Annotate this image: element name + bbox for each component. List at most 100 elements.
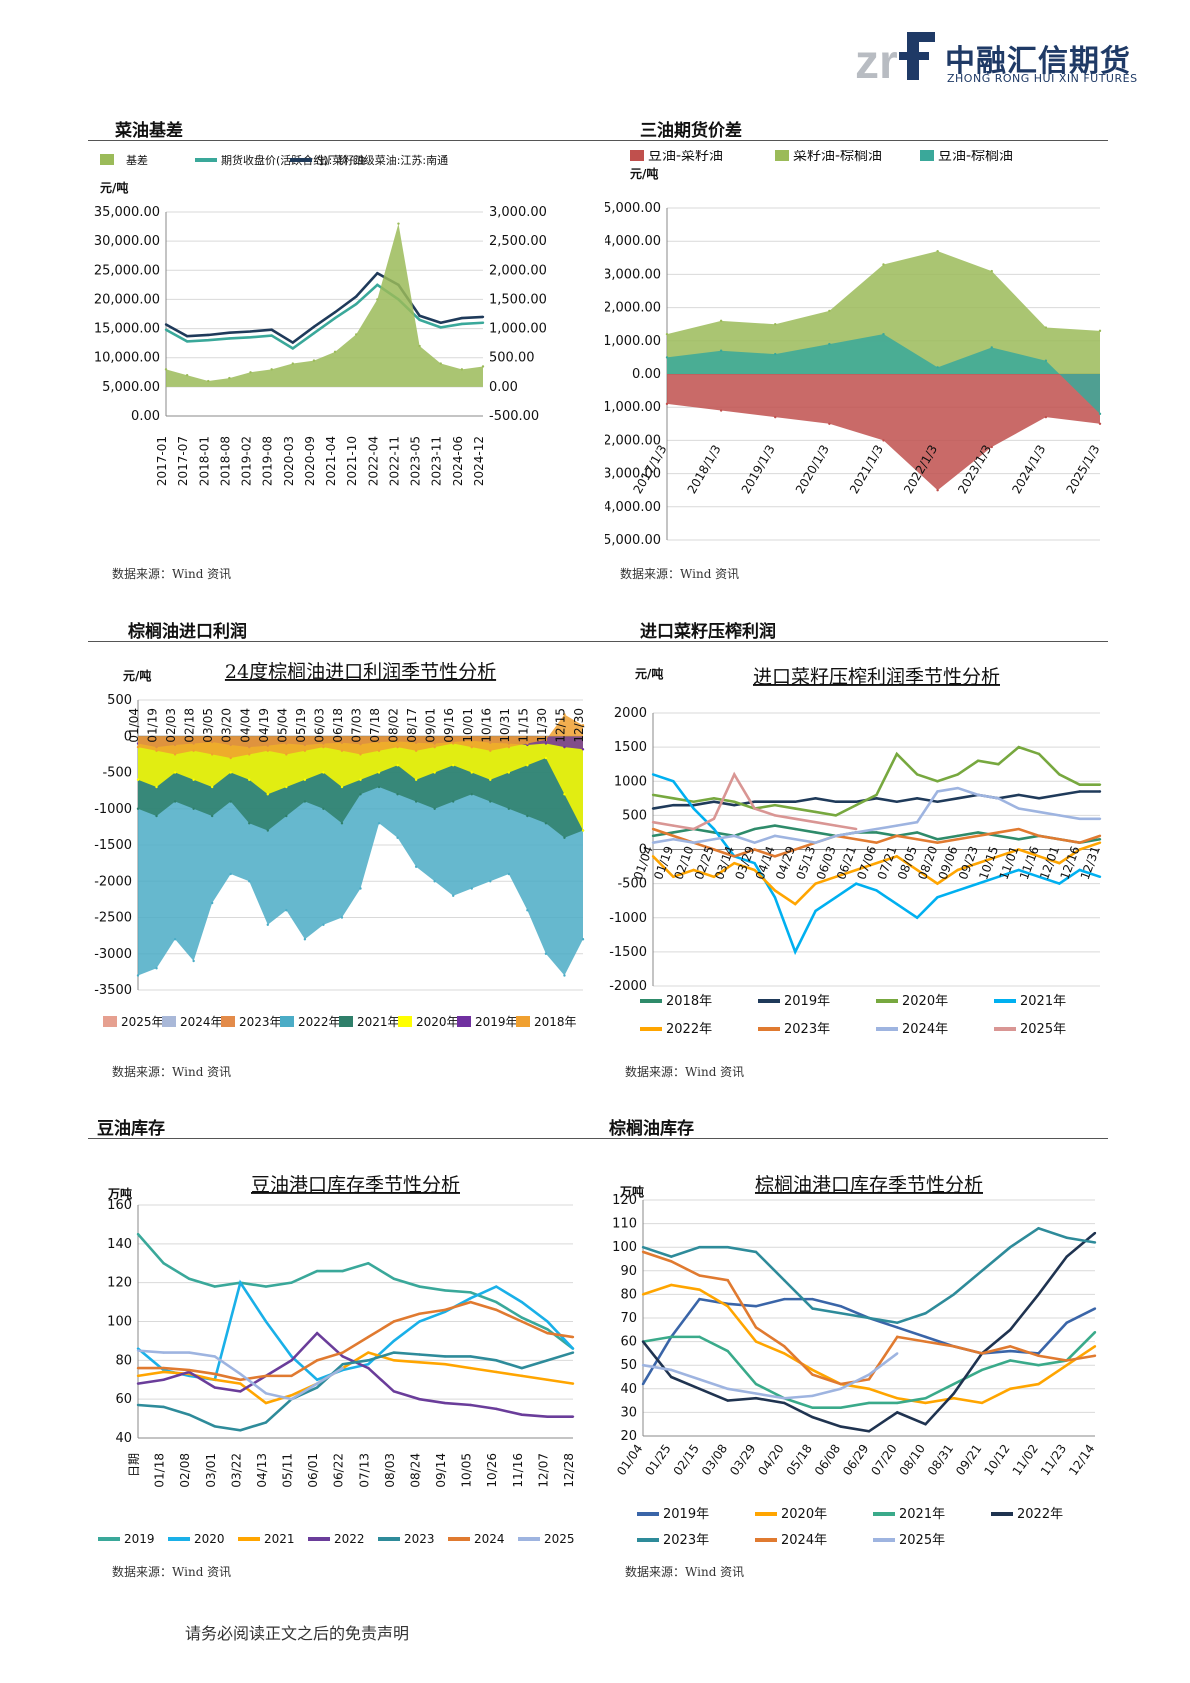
- x-tick-label: 10/05: [460, 1453, 474, 1488]
- y-tick-label: 160: [107, 1198, 132, 1213]
- data-point: [213, 1285, 216, 1288]
- data-point: [520, 1366, 524, 1370]
- data-point: [976, 831, 980, 834]
- y-tick-label: 20,000.00: [94, 292, 160, 307]
- data-point: [794, 838, 797, 841]
- data-point: [754, 1305, 758, 1308]
- series-line-6: [642, 1352, 899, 1400]
- data-point: [340, 749, 344, 752]
- data-point: [544, 822, 548, 825]
- data-point: [433, 880, 436, 883]
- y-tick-label: 80: [620, 1287, 637, 1302]
- data-point: [915, 838, 919, 841]
- data-point: [285, 785, 288, 789]
- data-point: [882, 263, 885, 266]
- data-point: [173, 938, 177, 941]
- data-point: [834, 800, 838, 803]
- source-note-6: 数据来源：Wind 资讯: [625, 1565, 745, 1579]
- data-point: [811, 1406, 814, 1409]
- data-point: [875, 831, 878, 834]
- data-point: [712, 817, 716, 820]
- y-tick-label: -4,000.00: [605, 500, 661, 515]
- data-point: [290, 1374, 293, 1378]
- x-tick-label: 12/15: [553, 708, 567, 743]
- x-tick-label: 11/30: [535, 708, 549, 743]
- data-point: [470, 793, 473, 796]
- data-point: [355, 333, 358, 336]
- data-point: [392, 1359, 396, 1362]
- source-note-4: 数据来源：Wind 资讯: [625, 1065, 745, 1079]
- data-point: [726, 1349, 729, 1353]
- data-point: [315, 1269, 319, 1273]
- data-point: [854, 827, 858, 831]
- x-tick-label: 11/15: [516, 708, 530, 743]
- data-point: [1098, 841, 1102, 844]
- x-tick-label: 2017-01: [155, 436, 169, 486]
- data-point: [692, 841, 695, 844]
- data-point: [753, 848, 756, 851]
- data-point: [264, 1421, 268, 1424]
- data-point: [495, 1359, 498, 1362]
- data-point: [692, 807, 695, 810]
- data-point: [239, 1382, 242, 1385]
- x-tick-label: 08/10: [897, 1442, 928, 1478]
- data-point: [783, 1345, 786, 1348]
- x-tick-label: 06/08: [812, 1442, 843, 1478]
- data-point: [290, 1355, 293, 1358]
- data-point: [1098, 329, 1102, 333]
- data-point: [1037, 810, 1041, 814]
- data-point: [839, 1406, 842, 1409]
- x-tick-label: 05/18: [784, 1442, 815, 1478]
- data-point: [213, 1355, 216, 1358]
- data-point: [396, 764, 399, 767]
- data-point: [489, 778, 492, 781]
- data-point: [544, 738, 548, 742]
- data-point: [882, 439, 885, 442]
- data-point: [672, 803, 675, 807]
- section-title-palm-stock: 棕榈油库存: [609, 1119, 694, 1139]
- x-tick-label: 2024-06: [451, 436, 465, 486]
- data-point: [651, 834, 655, 838]
- data-point: [270, 328, 273, 331]
- logo-cn-text: 中融汇信期货: [945, 44, 1131, 79]
- data-point: [952, 1397, 955, 1400]
- data-point: [814, 810, 817, 814]
- legend-label: 2023年: [784, 1022, 830, 1037]
- disclaimer-footer: 请务必阅读正文之后的免责声明: [185, 1624, 410, 1643]
- data-point: [377, 771, 381, 774]
- legend-label: 2025年: [1020, 1022, 1066, 1037]
- data-point: [773, 896, 777, 899]
- y-right-tick-label: 500.00: [489, 351, 535, 366]
- data-point: [155, 749, 158, 752]
- data-point: [377, 749, 381, 752]
- data-point: [665, 332, 669, 336]
- data-point: [469, 1403, 472, 1407]
- data-point: [997, 762, 1000, 766]
- data-point: [229, 872, 232, 876]
- y-unit-label: 万吨: [619, 1184, 644, 1199]
- y-tick-label: 2,000.00: [605, 301, 661, 316]
- data-point: [670, 1335, 673, 1339]
- data-point: [651, 827, 655, 831]
- data-point: [712, 827, 716, 831]
- x-tick-label: 2023-05: [409, 436, 423, 486]
- legend-label: 2021年: [357, 1015, 400, 1029]
- y-tick-label: 140: [107, 1237, 132, 1252]
- data-point: [794, 800, 797, 803]
- data-point: [698, 1246, 701, 1249]
- y-tick-label: -1500: [609, 945, 647, 960]
- data-point: [285, 753, 288, 756]
- data-point: [814, 821, 817, 824]
- data-point: [396, 793, 399, 796]
- data-point: [641, 1364, 645, 1367]
- source-note-2: 数据来源：Wind 资讯: [620, 567, 740, 581]
- data-point: [1037, 834, 1041, 838]
- data-point: [867, 1316, 871, 1320]
- chart-title: 棕榈油港口库存季节性分析: [755, 1174, 983, 1196]
- data-point: [753, 841, 756, 844]
- data-point: [1098, 412, 1102, 416]
- x-tick-label: 09/16: [442, 708, 456, 743]
- data-point: [670, 1375, 673, 1379]
- y-tick-label: -2500: [94, 911, 132, 926]
- y-tick-label: -1,000.00: [605, 400, 661, 415]
